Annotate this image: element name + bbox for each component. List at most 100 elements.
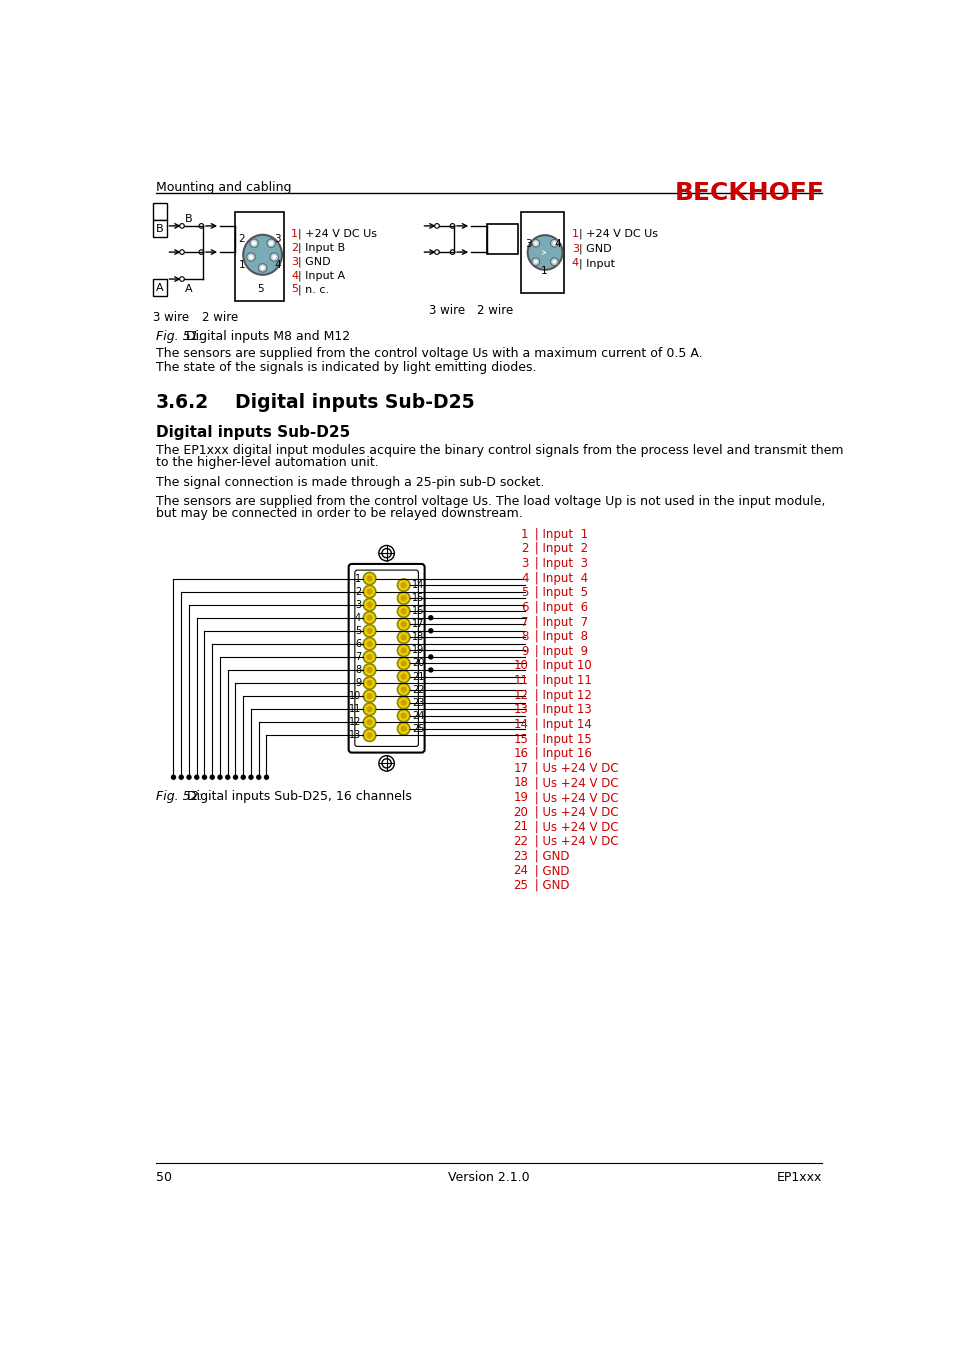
Text: 11: 11 [349,705,360,714]
Text: 22: 22 [513,836,528,848]
Circle shape [534,242,537,244]
Circle shape [178,775,184,780]
Text: | Us +24 V DC: | Us +24 V DC [530,791,618,805]
Circle shape [397,579,410,591]
Circle shape [553,242,556,244]
Text: 5: 5 [520,586,528,599]
Circle shape [171,775,176,780]
Text: 6: 6 [520,601,528,614]
Circle shape [247,252,255,262]
Circle shape [400,634,406,640]
Circle shape [363,625,375,637]
Text: Mounting and cabling: Mounting and cabling [155,181,291,194]
Circle shape [240,775,246,780]
Text: | Input 16: | Input 16 [530,747,591,760]
Circle shape [249,255,253,259]
Text: Digital inputs Sub-D25, 16 channels: Digital inputs Sub-D25, 16 channels [183,790,412,803]
Text: 8: 8 [355,666,360,675]
Circle shape [202,775,207,780]
Text: 20: 20 [412,659,424,668]
Text: The signal connection is made through a 25-pin sub-D socket.: The signal connection is made through a … [155,477,543,489]
Circle shape [400,647,406,653]
Circle shape [532,258,539,266]
Circle shape [248,775,253,780]
Text: | Input  7: | Input 7 [530,616,587,629]
Text: 12: 12 [513,688,528,702]
Circle shape [193,775,199,780]
Text: A: A [185,284,193,294]
Text: 4: 4 [571,258,578,269]
Text: The sensors are supplied from the control voltage Us. The load voltage Up is not: The sensors are supplied from the contro… [155,494,824,508]
Circle shape [400,608,406,614]
Circle shape [400,621,406,628]
Text: 2: 2 [520,543,528,555]
Circle shape [363,729,375,741]
Circle shape [400,595,406,601]
Text: 25: 25 [513,879,528,892]
Text: | Input  2: | Input 2 [530,543,587,555]
Text: 17: 17 [412,620,424,629]
Text: Fig. 51:: Fig. 51: [155,329,202,343]
Text: 24: 24 [513,864,528,878]
Circle shape [397,697,410,709]
Text: 10: 10 [349,691,360,701]
Text: 1: 1 [238,259,245,270]
Text: 3: 3 [525,239,532,248]
Text: 20: 20 [513,806,528,818]
Text: 4: 4 [274,259,280,270]
Text: The state of the signals is indicated by light emitting diodes.: The state of the signals is indicated by… [155,360,536,374]
Text: 18: 18 [412,632,424,643]
Text: 22: 22 [412,684,424,694]
Text: B: B [155,224,163,234]
Text: 9: 9 [520,645,528,657]
Text: 17: 17 [513,761,528,775]
Text: 50: 50 [155,1170,172,1184]
Circle shape [428,628,433,633]
Circle shape [366,706,373,713]
Text: 4: 4 [291,270,298,281]
Text: | Us +24 V DC: | Us +24 V DC [530,761,618,775]
Text: 13: 13 [349,730,360,740]
Circle shape [363,703,375,716]
Text: 5: 5 [355,626,360,636]
Text: 19: 19 [412,645,424,655]
Circle shape [366,641,373,647]
Text: | GND: | GND [530,849,569,863]
Text: 14: 14 [513,718,528,730]
Text: Fig. 52:: Fig. 52: [155,790,202,803]
Text: | +24 V DC Us: | +24 V DC Us [298,230,376,239]
Text: | Input 12: | Input 12 [530,688,591,702]
Text: Version 2.1.0: Version 2.1.0 [448,1170,529,1184]
Circle shape [400,726,406,732]
Text: 18: 18 [513,776,528,790]
Text: 10: 10 [513,659,528,672]
Text: Digital inputs M8 and M12: Digital inputs M8 and M12 [182,329,350,343]
Circle shape [400,713,406,718]
Text: | Input 15: | Input 15 [530,733,591,745]
Text: 24: 24 [412,710,424,721]
Text: | GND: | GND [530,864,569,878]
Circle shape [397,683,410,695]
Circle shape [267,239,275,247]
Text: | GND: | GND [530,879,569,892]
Bar [152,202,167,220]
Circle shape [366,628,373,634]
Text: | Us +24 V DC: | Us +24 V DC [530,776,618,790]
Text: | Input  6: | Input 6 [530,601,587,614]
Circle shape [363,612,375,624]
Text: The EP1xxx digital input modules acquire the binary control signals from the pro: The EP1xxx digital input modules acquire… [155,444,842,456]
Circle shape [255,775,261,780]
FancyBboxPatch shape [348,564,424,752]
Text: 2 wire: 2 wire [476,304,513,317]
Text: 21: 21 [513,821,528,833]
Text: EP1xxx: EP1xxx [776,1170,821,1184]
Circle shape [428,667,433,672]
Text: 3: 3 [355,599,360,610]
Circle shape [397,605,410,617]
Circle shape [272,255,276,259]
Text: Digital inputs Sub-D25: Digital inputs Sub-D25 [235,393,475,412]
Ellipse shape [527,235,562,270]
Text: | Input 14: | Input 14 [530,718,591,730]
Text: 1: 1 [571,230,578,239]
Text: | +24 V DC Us: | +24 V DC Us [578,230,658,239]
